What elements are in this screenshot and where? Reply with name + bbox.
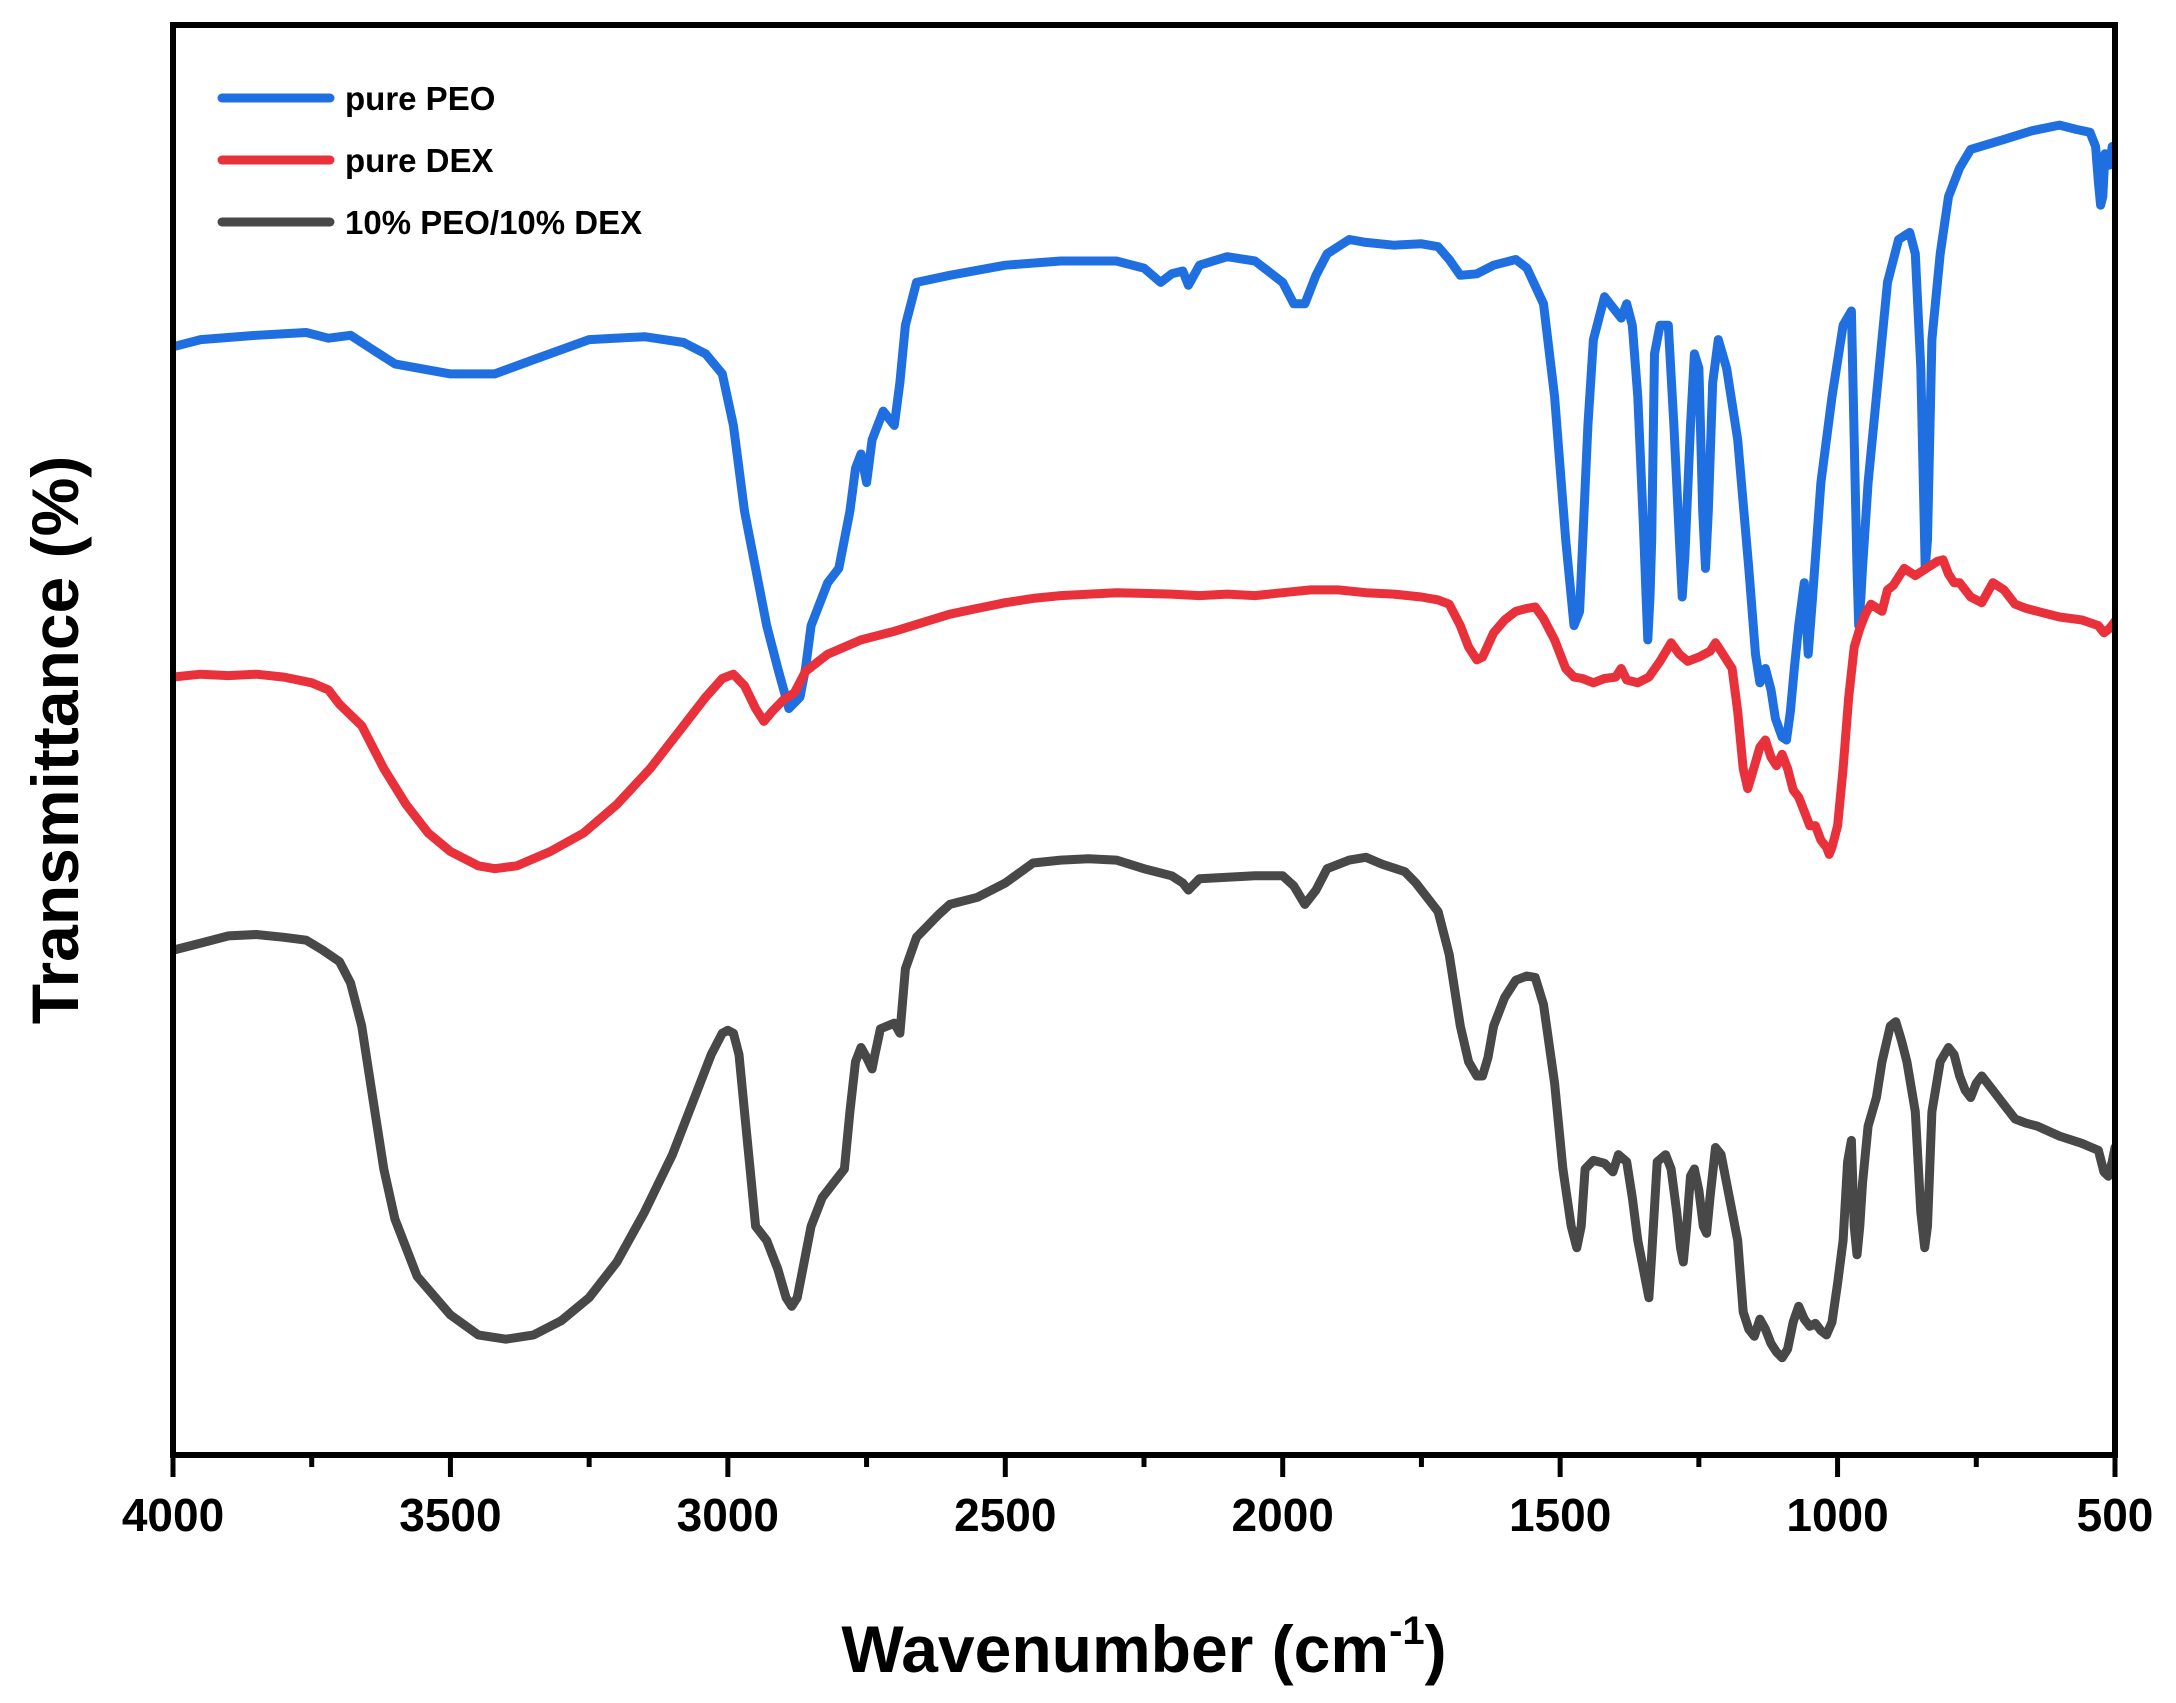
legend-label-pure-peo: pure PEO xyxy=(345,80,495,117)
x-axis-ticks xyxy=(170,1455,2118,1477)
x-tick-label: 1000 xyxy=(1786,1489,1888,1541)
x-tick-label: 3000 xyxy=(677,1489,779,1541)
series-line-pure-peo xyxy=(176,120,2112,745)
x-tick-label: 2500 xyxy=(954,1489,1056,1541)
x-axis-tick-labels: 4000 3500 3000 2500 2000 1500 1000 500 xyxy=(122,1489,2154,1541)
legend: pure PEO pure DEX 10% PEO/10% DEX xyxy=(217,80,642,241)
x-tick-label: 1500 xyxy=(1509,1489,1611,1541)
x-tick-label: 2000 xyxy=(1232,1489,1334,1541)
series-line-10-peo-10-dex xyxy=(176,852,2112,1363)
x-tick-label: 500 xyxy=(2077,1489,2154,1541)
legend-label-pure-dex: pure DEX xyxy=(345,142,494,179)
x-axis-title-main: Wavenumber (cm xyxy=(841,1612,1389,1686)
x-tick-label: 4000 xyxy=(122,1489,224,1541)
series-layer xyxy=(176,120,2112,1363)
x-tick-label: 3500 xyxy=(399,1489,501,1541)
x-axis-title-end: ) xyxy=(1425,1612,1447,1686)
x-axis-title-superscript: -1 xyxy=(1389,1609,1425,1653)
x-axis-title: Wavenumber (cm-1) xyxy=(841,1609,1446,1686)
series-line-pure-dex xyxy=(176,555,2112,874)
y-axis-title: Transmittance (%) xyxy=(18,456,92,1024)
legend-label-10-peo-10-dex: 10% PEO/10% DEX xyxy=(345,204,642,241)
